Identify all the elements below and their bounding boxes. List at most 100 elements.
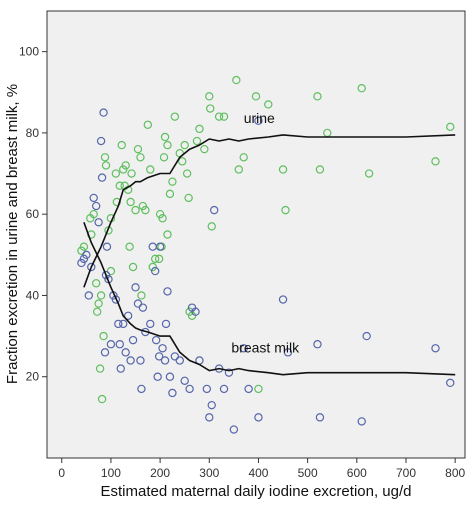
data-point (185, 307, 194, 316)
data-point (278, 165, 288, 174)
data-point (117, 140, 126, 150)
data-point (138, 201, 148, 211)
data-point (200, 144, 209, 154)
data-point (100, 153, 110, 162)
data-point (364, 169, 374, 178)
data-point (168, 177, 177, 186)
data-point (446, 378, 455, 388)
data-point (180, 376, 189, 385)
data-point (141, 205, 150, 215)
data-point (154, 254, 164, 264)
data-point (94, 299, 103, 308)
curve-label: urine (244, 110, 275, 126)
data-point (163, 140, 172, 150)
data-point (137, 384, 146, 394)
data-point (121, 161, 130, 170)
data-point (178, 157, 187, 166)
data-point (146, 165, 155, 174)
data-point (239, 153, 248, 162)
data-point (150, 266, 160, 276)
data-point (91, 279, 101, 288)
data-point (229, 425, 239, 434)
data-point (151, 335, 161, 345)
data-point (96, 291, 106, 300)
data-point (153, 372, 162, 381)
x-tick-label: 800 (445, 466, 465, 480)
x-tick-label: 500 (298, 466, 318, 480)
data-point (214, 112, 224, 121)
data-point (150, 254, 160, 264)
data-point (137, 291, 146, 300)
data-point (165, 189, 175, 199)
data-point (192, 136, 202, 146)
y-tick-label: 100 (19, 45, 39, 59)
data-point (155, 242, 165, 251)
data-point (126, 197, 135, 207)
data-point (106, 266, 116, 276)
data-point (101, 161, 111, 170)
data-point (313, 340, 322, 349)
data-point (119, 319, 128, 329)
data-point (89, 193, 98, 203)
data-point (180, 140, 189, 150)
x-tick-label: 200 (150, 466, 170, 480)
data-point (431, 344, 440, 353)
x-tick-label: 600 (347, 466, 367, 480)
data-point (357, 84, 366, 93)
data-point (146, 319, 155, 329)
data-point (91, 201, 101, 211)
data-point (185, 384, 194, 394)
x-axis-ticks: 0 100 200 300 400 500 600 700 800 (58, 458, 465, 480)
curve-label: breast milk (231, 339, 300, 355)
data-point (315, 165, 325, 174)
data-point (99, 331, 108, 341)
data-point (79, 254, 89, 264)
y-tick-label: 60 (26, 207, 40, 221)
data-point (431, 157, 440, 166)
data-point (84, 291, 94, 300)
data-point (264, 100, 273, 109)
data-point (205, 92, 214, 101)
data-point (163, 287, 172, 296)
data-point (165, 372, 175, 381)
data-point (209, 205, 219, 215)
data-point (101, 270, 111, 280)
data-point (99, 108, 108, 117)
data-point (170, 352, 180, 361)
data-point (446, 122, 455, 132)
y-tick-label: 20 (26, 370, 40, 384)
data-point (121, 348, 130, 357)
data-point (126, 356, 135, 365)
data-point (278, 295, 288, 304)
data-point (155, 209, 165, 219)
y-tick-label: 80 (26, 126, 40, 140)
data-point (116, 364, 125, 373)
data-point (251, 92, 261, 101)
data-point (128, 262, 138, 272)
fit-curve-line (83, 134, 456, 288)
data-point (136, 153, 145, 162)
data-point (161, 319, 171, 329)
data-point (97, 394, 107, 404)
data-point (170, 112, 180, 121)
curve-labels: urine breast milk (231, 110, 300, 356)
data-point (77, 258, 86, 268)
data-point (92, 307, 102, 316)
data-point (160, 132, 170, 142)
data-point (313, 92, 322, 101)
data-point (95, 364, 105, 373)
data-point (154, 352, 164, 361)
data-point (87, 262, 96, 272)
x-tick-label: 300 (199, 466, 219, 480)
data-point (357, 417, 366, 426)
y-tick-label: 40 (26, 288, 40, 302)
data-point (191, 307, 200, 316)
data-point (184, 193, 193, 203)
data-point (244, 384, 253, 394)
data-point (224, 368, 234, 377)
data-point (281, 205, 290, 215)
data-point (89, 209, 98, 219)
data-point (195, 124, 204, 134)
data-point (133, 144, 143, 154)
